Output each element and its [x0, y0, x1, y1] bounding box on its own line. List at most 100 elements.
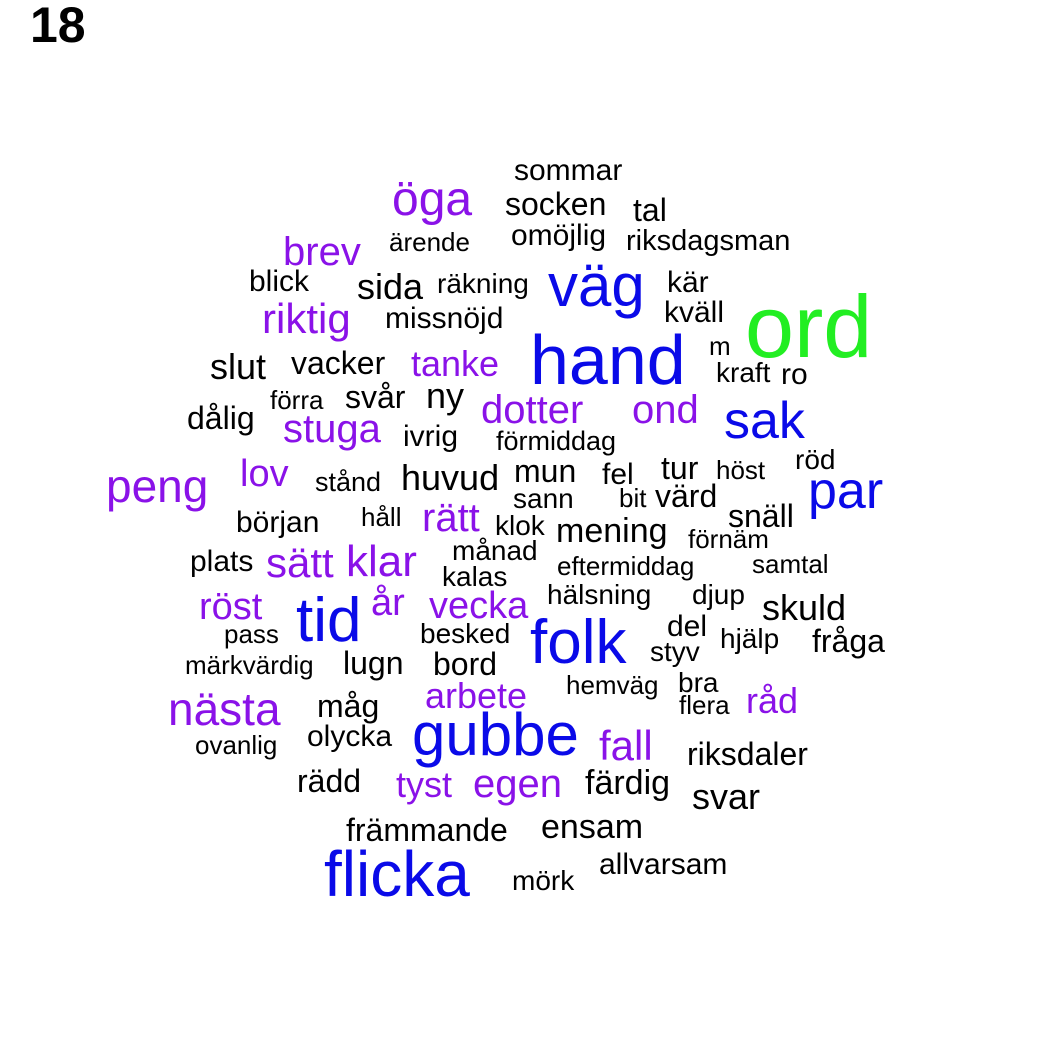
cloud-word: ovanlig: [195, 730, 278, 760]
cloud-word: värd: [655, 478, 718, 514]
cloud-word: bra: [678, 667, 719, 698]
cloud-word: fel: [602, 458, 634, 491]
cloud-word: bit: [619, 483, 647, 513]
cloud-word: m: [709, 331, 731, 361]
cloud-word: sida: [357, 266, 424, 307]
cloud-word: del: [667, 610, 708, 643]
cloud-word: förnäm: [688, 524, 769, 554]
cloud-word: allvarsam: [599, 848, 728, 881]
cloud-word: månad: [452, 535, 538, 566]
cloud-word: flera: [679, 690, 730, 720]
cloud-word: kraft: [716, 357, 771, 388]
cloud-word: ny: [426, 375, 465, 416]
cloud-word: slut: [210, 346, 267, 387]
cloud-word: riksdagsman: [626, 225, 791, 257]
cloud-word: klok: [495, 510, 545, 541]
cloud-word: dålig: [187, 400, 255, 436]
cloud-word: pass: [224, 619, 279, 649]
cloud-word: huvud: [401, 457, 500, 498]
cloud-word: omöjlig: [511, 219, 607, 252]
cloud-word: vacker: [291, 345, 386, 381]
cloud-word: missnöjd: [385, 302, 504, 335]
cloud-word: fråga: [812, 623, 885, 659]
cloud-word: hemväg: [566, 670, 659, 700]
cloud-word: mening: [556, 512, 668, 550]
cloud-word: kär: [667, 266, 709, 299]
cloud-word: egen: [473, 762, 562, 806]
cloud-word: tur: [661, 450, 699, 486]
cloud-word: ivrig: [403, 420, 459, 453]
cloud-word: ord: [745, 277, 873, 376]
cloud-word: sak: [724, 392, 805, 450]
cloud-word: par: [808, 462, 884, 520]
cloud-word: öga: [392, 173, 473, 226]
cloud-word: röd: [795, 444, 836, 475]
cloud-word: färdig: [585, 764, 671, 802]
cloud-word: röst: [199, 586, 263, 628]
cloud-word: blick: [249, 265, 310, 298]
cloud-word: bord: [433, 646, 498, 682]
cloud-word: tid: [296, 586, 362, 655]
cloud-word: mörk: [512, 865, 575, 896]
cloud-word: förmiddag: [496, 426, 617, 456]
cloud-word: dotter: [481, 388, 584, 432]
cloud-word: sätt: [266, 539, 334, 586]
cloud-word: tyst: [396, 764, 453, 805]
cloud-word: hjälp: [720, 623, 780, 654]
cloud-word: skuld: [762, 587, 847, 628]
cloud-word: besked: [420, 618, 511, 649]
cloud-word: sommar: [514, 154, 623, 187]
cloud-word: riktig: [262, 295, 351, 342]
cloud-word: rätt: [422, 496, 480, 540]
cloud-word: folk: [530, 608, 627, 677]
cloud-word: snäll: [728, 498, 794, 534]
cloud-word: hälsning: [547, 579, 652, 610]
cloud-word: olycka: [307, 720, 393, 753]
cloud-word: främmande: [346, 812, 508, 848]
cloud-word: eftermiddag: [557, 551, 695, 581]
cloud-word: samtal: [752, 549, 829, 579]
cloud-word: tal: [633, 192, 667, 228]
cloud-word: håll: [361, 502, 402, 532]
cloud-word: riksdaler: [687, 736, 808, 772]
cloud-word: peng: [106, 460, 209, 512]
cloud-word: arbete: [425, 675, 528, 716]
cloud-word: ro: [781, 358, 808, 391]
cloud-word: hand: [530, 321, 686, 399]
cloud-word: nästa: [168, 683, 281, 735]
cloud-word: ensam: [541, 808, 644, 846]
cloud-word: svår: [345, 379, 406, 415]
cloud-word: djup: [692, 579, 745, 610]
cloud-word: måg: [317, 688, 380, 724]
cloud-word: tanke: [411, 343, 500, 384]
cloud-word: lov: [240, 453, 289, 495]
cloud-word: märkvärdig: [185, 650, 314, 680]
cloud-word: fall: [599, 722, 653, 769]
cloud-word: socken: [505, 186, 607, 222]
cloud-word: kväll: [664, 296, 725, 329]
cloud-word: svar: [692, 776, 761, 817]
cloud-word: år: [371, 582, 405, 624]
cloud-word: stånd: [315, 467, 382, 497]
cloud-word: början: [236, 506, 320, 539]
cloud-word: gubbe: [412, 701, 579, 768]
cloud-word: kalas: [442, 561, 508, 592]
cloud-word: ond: [632, 388, 699, 432]
cloud-word: rädd: [297, 763, 362, 799]
cloud-word: plats: [190, 545, 254, 578]
cloud-word: mun: [514, 453, 577, 489]
cloud-word: flicka: [324, 838, 470, 910]
cloud-word: ärende: [389, 227, 470, 257]
cloud-word: lugn: [343, 645, 404, 681]
cloud-word: förra: [270, 385, 324, 415]
cloud-word: höst: [716, 455, 766, 485]
cloud-word: klar: [346, 537, 417, 586]
cloud-word: brev: [283, 230, 361, 274]
cloud-word: råd: [746, 680, 799, 721]
cloud-word: räkning: [437, 268, 529, 299]
page-number: 18: [30, 0, 86, 53]
cloud-word: styv: [650, 636, 700, 667]
cloud-word: väg: [548, 252, 645, 319]
cloud-word: stuga: [283, 407, 381, 451]
